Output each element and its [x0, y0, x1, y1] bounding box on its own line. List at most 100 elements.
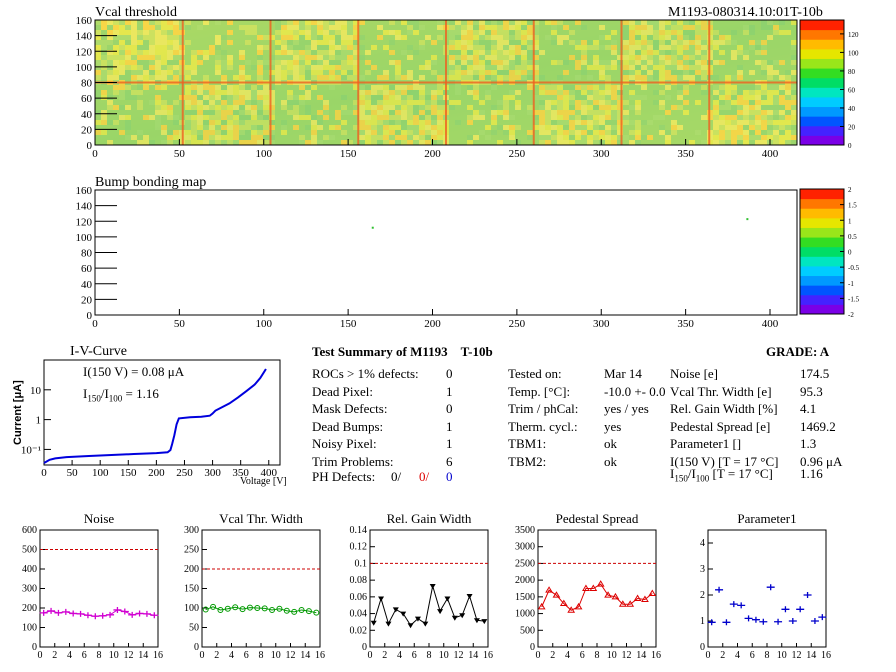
heatmap-cell: [599, 105, 605, 110]
heatmap-cell: [737, 75, 743, 80]
heatmap-cell: [623, 40, 629, 45]
heatmap-cell: [287, 115, 293, 120]
heatmap-cell: [569, 40, 575, 45]
roc-chart-2-point: [239, 606, 246, 613]
heatmap-cell: [665, 95, 671, 100]
heatmap-cell: [371, 70, 377, 75]
heatmap-cell: [611, 60, 617, 65]
heatmap-cell: [239, 105, 245, 110]
heatmap-cell: [191, 115, 197, 120]
heatmap-cell: [569, 120, 575, 125]
heatmap-cell: [677, 75, 683, 80]
heatmap-cell: [755, 85, 761, 90]
heatmap-cell: [101, 85, 107, 90]
heatmap-cell: [491, 140, 497, 145]
heatmap-cell: [665, 65, 671, 70]
heatmap-cell: [617, 55, 623, 60]
heatmap-cell: [587, 105, 593, 110]
heatmap-cell: [623, 130, 629, 135]
heatmap-cell: [791, 125, 797, 130]
heatmap-cell: [413, 35, 419, 40]
roc-chart-2-title: Vcal Thr. Width: [219, 511, 303, 526]
heatmap-cell: [377, 140, 383, 145]
heatmap-cell: [473, 90, 479, 95]
heatmap-cell: [275, 85, 281, 90]
heatmap-cell: [95, 100, 101, 105]
iv-annotation-current: I(150 V) = 0.08 μA: [83, 364, 185, 379]
heatmap-cell: [365, 40, 371, 45]
heatmap-cell: [725, 55, 731, 60]
heatmap-cell: [431, 115, 437, 120]
heatmap-cell: [257, 85, 263, 90]
roc-chart-4-xtick-label: 4: [565, 650, 570, 661]
heatmap-cell: [143, 75, 149, 80]
heatmap-cell: [413, 140, 419, 145]
heatmap-cell: [365, 100, 371, 105]
heatmap-cell: [581, 70, 587, 75]
heatmap-cell: [575, 90, 581, 95]
heatmap-cell: [629, 115, 635, 120]
heatmap-cell: [437, 55, 443, 60]
heatmap-cell: [491, 65, 497, 70]
heatmap-cell: [761, 105, 767, 110]
heatmap-cell: [131, 120, 137, 125]
heatmap-cell: [653, 115, 659, 120]
roc-chart-5-frame: [707, 529, 827, 648]
roc-chart-1-point: [150, 612, 159, 619]
heatmap-cell: [281, 85, 287, 90]
parameter-row-label: Rel. Gain Width [%]: [670, 401, 778, 416]
heatmap-cell: [737, 30, 743, 35]
heatmap-cell: [209, 135, 215, 140]
heatmap-cell: [779, 105, 785, 110]
heatmap-cell: [551, 75, 557, 80]
heatmap-cell: [197, 75, 203, 80]
heatmap-cell: [473, 130, 479, 135]
heatmap-cell: [629, 110, 635, 115]
heatmap-cell: [275, 55, 281, 60]
heatmap-cell: [479, 105, 485, 110]
heatmap-cell: [197, 40, 203, 45]
heatmap-cell: [449, 135, 455, 140]
heatmap-cell: [431, 70, 437, 75]
heatmap-cell: [581, 120, 587, 125]
heatmap-cell: [461, 115, 467, 120]
heatmap-cell: [785, 40, 791, 45]
heatmap-cell: [305, 30, 311, 35]
heatmap-cell: [755, 20, 761, 25]
roc-chart-2-point: [291, 608, 298, 615]
heatmap-cell: [515, 55, 521, 60]
heatmap-cell: [371, 20, 377, 25]
heatmap-cell: [545, 45, 551, 50]
heatmap-cell: [155, 35, 161, 40]
heatmap-cell: [509, 50, 515, 55]
heatmap-cell: [635, 55, 641, 60]
heatmap-cell: [263, 70, 269, 75]
heatmap-cell: [635, 20, 641, 25]
heatmap-cell: [719, 110, 725, 115]
heatmap-cell: [455, 25, 461, 30]
heatmap-cell: [431, 45, 437, 50]
heatmap-cell: [119, 120, 125, 125]
roc-chart-5-xtick-label: 0: [706, 650, 711, 661]
heatmap-cell: [287, 50, 293, 55]
heatmap-cell: [719, 35, 725, 40]
heatmap-cell: [383, 105, 389, 110]
heatmap-cell: [101, 120, 107, 125]
heatmap-cell: [125, 55, 131, 60]
heatmap-cell: [233, 115, 239, 120]
heatmap-cell: [137, 35, 143, 40]
heatmap-cell: [353, 70, 359, 75]
heatmap-cell: [563, 135, 569, 140]
heatmap-cell: [221, 95, 227, 100]
heatmap-cell: [671, 20, 677, 25]
heatmap-cell: [497, 100, 503, 105]
heatmap-cell: [677, 30, 683, 35]
heatmap-cell: [125, 90, 131, 95]
defect-row-value: 0: [446, 401, 453, 416]
heatmap-cell: [281, 95, 287, 100]
heatmap-cell: [587, 25, 593, 30]
heatmap-cell: [119, 110, 125, 115]
heatmap-cell: [587, 55, 593, 60]
heatmap-cell: [335, 95, 341, 100]
heatmap-cell: [539, 85, 545, 90]
